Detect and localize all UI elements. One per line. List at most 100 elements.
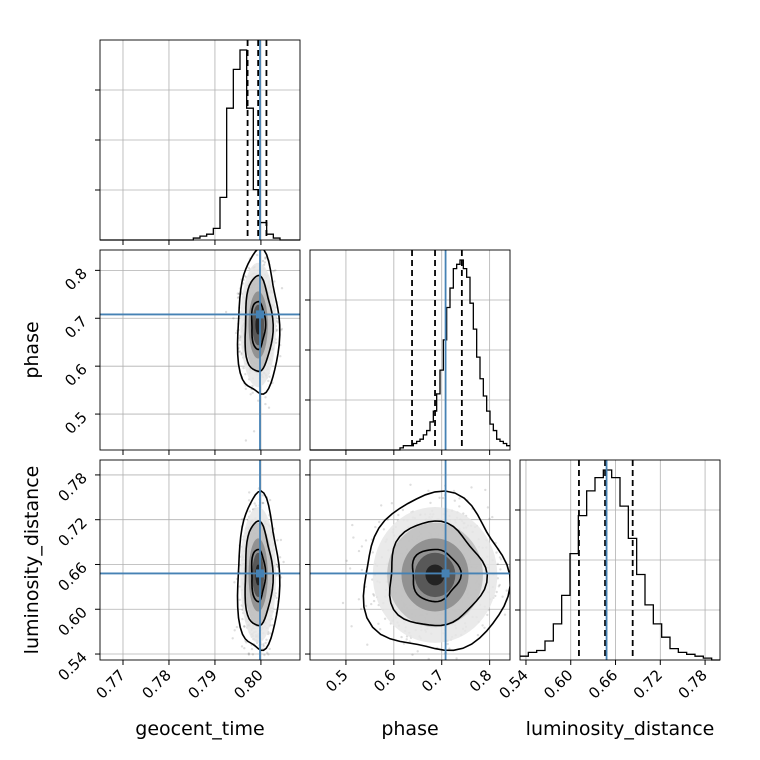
- x-tick-label-geocent_time: 0.77: [92, 666, 128, 702]
- truth-marker: [441, 569, 450, 578]
- sample-point: [264, 641, 267, 645]
- contour-99%: [236, 490, 281, 652]
- sample-point: [238, 585, 241, 588]
- sample-point: [276, 321, 279, 324]
- x-tick-label-geocent_time: 0.79: [184, 666, 220, 702]
- y-tick-label-phase: 0.7: [61, 312, 91, 342]
- scatter-area: [341, 483, 510, 669]
- sample-point: [268, 375, 271, 378]
- sample-point: [397, 513, 400, 517]
- sample-point: [272, 270, 275, 273]
- x-tick-label-phase: 0.6: [370, 666, 400, 696]
- y-tick-label-luminosity_distance: 0.66: [54, 559, 90, 595]
- sample-point: [267, 406, 271, 409]
- sample-point: [503, 613, 507, 616]
- sample-point: [372, 594, 376, 597]
- axes-frame: [309, 249, 511, 451]
- sample-point: [266, 632, 270, 636]
- sample-point: [495, 590, 498, 594]
- sample-point: [371, 551, 374, 554]
- sample-point: [262, 643, 265, 646]
- sample-point: [409, 483, 412, 486]
- sample-point: [341, 601, 345, 605]
- sample-point: [357, 549, 361, 553]
- sample-point: [267, 653, 270, 656]
- sample-point: [276, 539, 279, 542]
- sample-point: [366, 643, 369, 646]
- sample-point: [360, 545, 364, 548]
- sample-point: [383, 617, 387, 620]
- sample-point: [267, 379, 270, 383]
- sample-point: [264, 256, 267, 259]
- sample-point: [265, 638, 268, 641]
- sample-point: [251, 653, 255, 656]
- sample-point: [253, 502, 256, 505]
- sample-point: [494, 594, 497, 598]
- hist-panel-geocent_time: [95, 39, 301, 245]
- y-tick-label-luminosity_distance: 0.60: [54, 603, 90, 639]
- x-tick-label-geocent_time: 0.80: [230, 666, 266, 702]
- sample-point: [377, 622, 380, 625]
- x-tick-label-phase: 0.5: [322, 666, 352, 696]
- sample-point: [352, 536, 355, 539]
- sample-point: [374, 525, 377, 529]
- sample-point: [484, 488, 487, 492]
- sample-point: [238, 350, 242, 353]
- sample-point: [243, 647, 246, 650]
- sample-point: [258, 661, 260, 663]
- sample-point: [256, 253, 259, 257]
- sample-point: [243, 625, 246, 628]
- x-tick-label-luminosity_distance: 0.66: [585, 666, 621, 702]
- x-axis-label-luminosity_distance: luminosity_distance: [526, 718, 715, 740]
- sample-point: [448, 647, 451, 650]
- sample-point: [401, 508, 405, 512]
- sample-point: [238, 343, 241, 346]
- sample-point: [351, 523, 354, 527]
- sample-point: [251, 391, 254, 394]
- sample-point: [280, 327, 284, 331]
- sample-point: [458, 667, 460, 669]
- sample-point: [262, 644, 265, 648]
- sample-point: [261, 259, 265, 263]
- sample-point: [247, 499, 251, 502]
- sample-point: [224, 310, 228, 314]
- sample-point: [372, 599, 376, 603]
- sample-point: [262, 501, 265, 505]
- sample-point: [274, 269, 277, 272]
- sample-point: [273, 280, 276, 283]
- sample-point: [348, 567, 352, 570]
- sample-point: [486, 613, 489, 617]
- sample-point: [233, 581, 236, 584]
- sample-point: [350, 625, 353, 628]
- sample-point: [382, 528, 386, 531]
- sample-point: [476, 633, 480, 637]
- sample-point: [264, 396, 267, 399]
- sample-point: [245, 641, 248, 644]
- sample-point: [390, 502, 394, 505]
- sample-point: [235, 625, 239, 629]
- sample-point: [411, 653, 414, 656]
- x-tick-label-luminosity_distance: 0.78: [675, 666, 711, 702]
- sample-point: [379, 628, 382, 631]
- sample-point: [496, 577, 500, 580]
- sample-point: [257, 399, 260, 402]
- x-tick-label-geocent_time: 0.78: [138, 666, 174, 702]
- sample-point: [236, 296, 240, 300]
- sample-point: [243, 274, 247, 278]
- sample-point: [275, 329, 279, 332]
- sample-point: [488, 517, 491, 520]
- sample-point: [452, 489, 456, 493]
- sample-point: [247, 266, 250, 270]
- sample-point: [275, 596, 278, 600]
- sample-point: [247, 652, 250, 655]
- x-tick-label-phase: 0.7: [418, 666, 448, 696]
- sample-point: [248, 510, 251, 513]
- sample-point: [271, 624, 274, 627]
- sample-point: [232, 317, 235, 320]
- sample-point: [438, 496, 441, 499]
- y-tick-label-phase: 0.5: [61, 408, 91, 438]
- y-tick-label-phase: 0.8: [61, 264, 91, 294]
- sample-point: [501, 595, 504, 598]
- x-axis-label-geocent_time: geocent_time: [135, 718, 264, 740]
- sample-point: [360, 568, 364, 572]
